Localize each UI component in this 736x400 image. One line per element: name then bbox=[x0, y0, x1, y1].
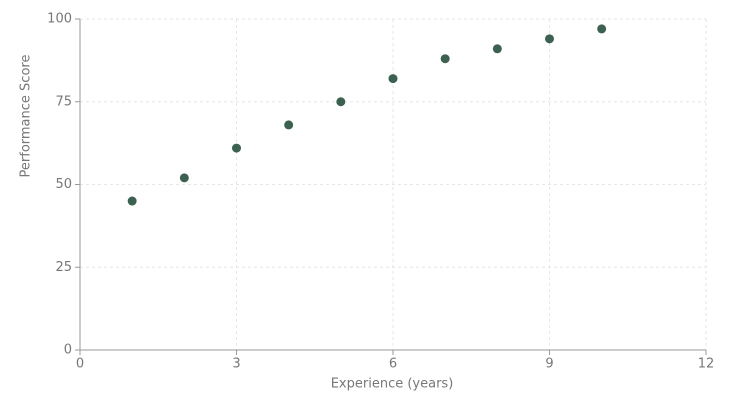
x-tick-label: 6 bbox=[389, 357, 397, 372]
x-axis-label: Experience (years) bbox=[331, 377, 454, 392]
point bbox=[440, 54, 450, 64]
y-tick-label: 75 bbox=[55, 94, 72, 109]
point bbox=[336, 97, 346, 107]
y-tick-label: 50 bbox=[55, 177, 72, 192]
point bbox=[179, 173, 189, 183]
x-tick-label: 3 bbox=[232, 357, 240, 372]
point bbox=[597, 24, 607, 34]
point bbox=[492, 44, 502, 54]
x-tick-label: 9 bbox=[545, 357, 553, 372]
point bbox=[388, 74, 398, 84]
point bbox=[545, 34, 554, 44]
y-axis-label: Performance Score bbox=[19, 55, 34, 178]
point bbox=[127, 196, 137, 206]
point bbox=[284, 120, 294, 130]
y-tick-label: 100 bbox=[47, 12, 72, 27]
x-tick-label: 0 bbox=[76, 357, 84, 372]
x-tick-label: 12 bbox=[698, 357, 715, 372]
y-tick-label: 0 bbox=[64, 343, 72, 358]
y-tick-label: 25 bbox=[55, 260, 72, 275]
point bbox=[232, 143, 241, 153]
